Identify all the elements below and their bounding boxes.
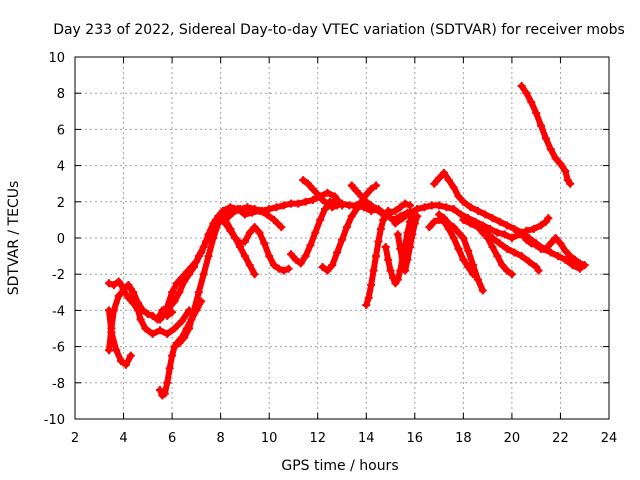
x-tick-label: 2	[71, 431, 79, 446]
data-point	[413, 212, 422, 221]
x-tick-label: 18	[455, 431, 472, 446]
y-tick-label: -2	[52, 268, 65, 283]
chart-title: Day 233 of 2022, Sidereal Day-to-day VTE…	[53, 22, 625, 38]
y-tick-label: -4	[52, 304, 65, 319]
x-tick-label: 24	[601, 431, 618, 446]
data-point	[371, 181, 380, 190]
data-trace-segment	[271, 216, 285, 231]
x-tick-label: 10	[261, 431, 278, 446]
y-tick-label: 4	[57, 160, 65, 175]
x-tick-label: 12	[309, 431, 326, 446]
data-layer	[104, 81, 589, 400]
data-point	[284, 264, 293, 273]
data-point	[197, 297, 206, 306]
series-arc25	[517, 81, 575, 188]
y-tick-label: 2	[57, 196, 65, 211]
series-arc23	[473, 223, 516, 279]
series-arc8	[172, 297, 206, 347]
x-tick-label: 8	[216, 431, 224, 446]
series-arc17	[393, 212, 422, 275]
data-point	[544, 214, 553, 223]
series-arc20	[435, 210, 487, 295]
data-point	[566, 179, 575, 188]
x-tick-label: 20	[504, 431, 521, 446]
y-tick-label: 6	[57, 123, 65, 138]
data-point	[384, 206, 393, 215]
data-point	[126, 351, 135, 360]
x-axis-label: GPS time / hours	[281, 458, 398, 474]
series-arc4	[126, 284, 194, 338]
y-axis-label: SDTVAR / TECUs	[6, 181, 22, 296]
x-tick-label: 14	[358, 431, 375, 446]
data-point	[580, 261, 589, 270]
data-point	[534, 266, 543, 275]
x-tick-label: 4	[119, 431, 127, 446]
series-arc24	[512, 226, 589, 270]
y-tick-label: 10	[48, 51, 65, 66]
series-arc21	[430, 168, 584, 273]
data-point	[330, 197, 339, 206]
x-tick-label: 22	[552, 431, 569, 446]
data-point	[277, 223, 286, 232]
data-trace-segment	[178, 307, 193, 325]
series-arc3	[104, 306, 135, 369]
x-tick-label: 6	[168, 431, 176, 446]
x-tick-label: 16	[407, 431, 424, 446]
y-tick-label: -8	[52, 377, 65, 392]
data-point	[478, 286, 487, 295]
data-point	[250, 270, 259, 279]
data-point	[507, 270, 516, 279]
series-arc12	[287, 197, 339, 268]
y-tick-label: 0	[57, 232, 65, 247]
series-arc18	[391, 201, 553, 242]
series-arc15	[362, 206, 393, 309]
y-tick-label: 8	[57, 87, 65, 102]
series-arc14	[347, 181, 414, 219]
y-tick-label: -10	[44, 413, 65, 428]
data-point	[405, 201, 414, 210]
y-tick-label: -6	[52, 341, 65, 356]
